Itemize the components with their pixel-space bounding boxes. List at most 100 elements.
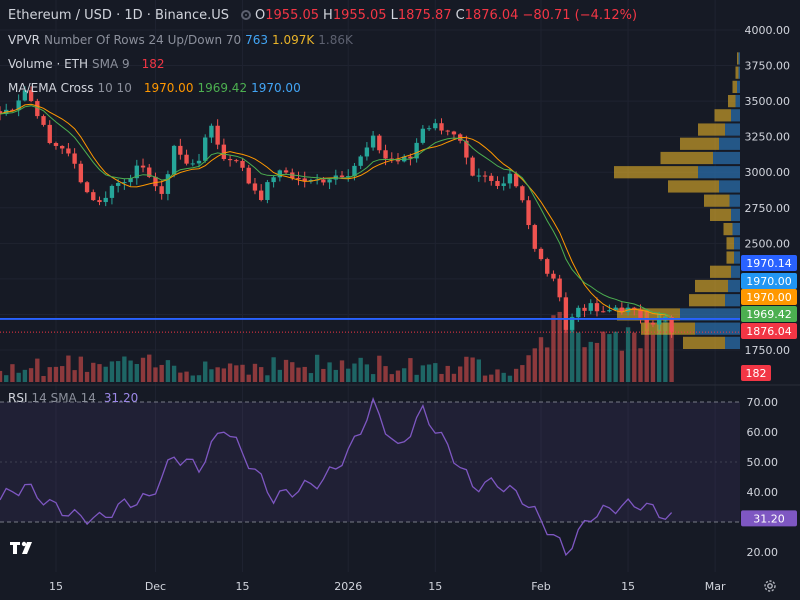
volume-bar <box>663 316 668 382</box>
volume-bar <box>383 366 388 382</box>
candle-body <box>16 100 21 111</box>
volume-bar <box>532 348 537 382</box>
candle-body <box>557 278 562 298</box>
vpvr-down-bar <box>725 336 740 349</box>
change-value: −80.71 (−4.12%) <box>522 8 638 23</box>
tradingview-logo-icon[interactable] <box>10 540 38 558</box>
volume-bar <box>358 357 363 382</box>
vpvr-up-bar <box>735 66 739 79</box>
price-tag-label: 1970.00 <box>746 291 792 304</box>
volume-bar <box>545 347 550 382</box>
candle-body <box>128 178 133 183</box>
candle-body <box>271 177 276 183</box>
close-value: 1876.04 <box>464 8 519 23</box>
candle-body <box>601 311 606 313</box>
volume-bar <box>184 371 189 382</box>
vpvr-down-bar <box>729 194 740 207</box>
price-tag-label: 1970.14 <box>746 257 792 270</box>
candle-body <box>513 173 519 187</box>
candle-body <box>246 167 251 184</box>
candle-body <box>109 185 115 198</box>
volume-bar <box>240 364 245 382</box>
volume-bar <box>470 357 475 382</box>
vpvr-up-bar <box>732 80 737 93</box>
candle-body <box>663 317 668 319</box>
time-tick-label: Feb <box>531 580 550 593</box>
candle-body <box>252 183 258 191</box>
vpvr-legend[interactable]: VPVR Number Of Rows 24 Up/Down 70 763 1.097… <box>8 33 357 47</box>
candle-body <box>669 317 674 333</box>
volume-bar <box>252 363 258 382</box>
ma-ema-name[interactable]: MA/EMA Cross <box>8 81 94 95</box>
vpvr-down-bar <box>725 294 740 307</box>
vpvr-down-bar <box>680 308 740 321</box>
vpvr-up-value: 763 <box>245 33 269 47</box>
volume-bar <box>0 370 3 382</box>
candle-body <box>538 248 544 260</box>
volume-bar <box>196 375 202 382</box>
candle-body <box>0 111 3 114</box>
price-tag <box>741 255 797 271</box>
ma-ema-legend[interactable]: MA/EMA Cross 10 10 1970.00 1969.42 1970.00 <box>8 81 305 95</box>
volume-bar <box>4 375 9 382</box>
volume-bar <box>588 341 593 382</box>
volume-bar <box>209 369 214 382</box>
candle-body <box>122 182 127 184</box>
volume-bar <box>277 369 283 382</box>
volume-bar <box>234 365 239 382</box>
volume-bar <box>601 331 606 382</box>
volume-name[interactable]: Volume · ETH <box>8 57 89 71</box>
volume-bar <box>60 366 65 382</box>
volume-bar <box>457 366 463 382</box>
price-tick-label: 3250.00 <box>745 131 791 144</box>
price-tick-label: 2750.00 <box>745 202 791 215</box>
volume-bar <box>339 360 345 382</box>
volume-bar <box>28 368 34 382</box>
rsi-name[interactable]: RSI <box>8 391 28 405</box>
volume-bar <box>296 367 301 382</box>
vpvr-up-bar <box>728 95 736 108</box>
cross-value: 1970.00 <box>251 81 301 95</box>
candle-body <box>203 137 208 161</box>
candle-body <box>650 322 656 325</box>
symbol-title[interactable]: Ethereum / USD · 1D · Binance.US <box>8 8 230 23</box>
candle-body <box>47 124 52 144</box>
vpvr-down-bar <box>713 151 740 165</box>
volume-bar <box>134 364 139 382</box>
rsi-legend[interactable]: RSI 14 SMA 14 31.20 <box>8 391 142 405</box>
rsi-params: 14 SMA 14 <box>31 391 96 405</box>
volume-bar <box>451 373 457 382</box>
volume-tag-label: 182 <box>746 367 767 380</box>
volume-bar <box>501 372 506 382</box>
volume-bar <box>420 365 426 382</box>
volume-bar <box>78 356 84 382</box>
vpvr-down-bar <box>738 52 740 65</box>
price-tick-label: 1750.00 <box>745 344 791 357</box>
volume-bar <box>594 342 600 382</box>
volume-bar <box>271 357 276 382</box>
vpvr-up-bar <box>714 109 731 122</box>
time-axis[interactable]: 15 Dec 15 2026 15 Feb 15 Mar <box>49 580 726 593</box>
volume-bar <box>476 359 481 382</box>
price-tick-label: 3000.00 <box>745 166 791 179</box>
vpvr-up-bar <box>695 279 728 293</box>
volume-bar <box>569 316 575 382</box>
candle-body <box>408 156 413 159</box>
time-tick-label: 2026 <box>334 580 362 593</box>
vpvr-name[interactable]: VPVR <box>8 33 40 47</box>
vpvr-down-bar <box>725 123 740 136</box>
volume-legend[interactable]: Volume · ETH SMA 9 182 <box>8 57 169 71</box>
symbol-header[interactable]: Ethereum / USD · 1D · Binance.US O1955.05… <box>8 8 645 23</box>
rsi-tag-label: 31.20 <box>753 512 785 525</box>
rsi-value: 31.20 <box>103 391 139 405</box>
settings-gear-icon[interactable] <box>762 578 778 594</box>
volume-bar <box>321 368 326 382</box>
candle-body <box>53 143 59 146</box>
candle-body <box>395 159 401 162</box>
time-tick-label: 15 <box>236 580 250 593</box>
volume-bar <box>84 371 90 382</box>
volume-bar <box>395 370 401 382</box>
candle-body <box>569 317 575 330</box>
